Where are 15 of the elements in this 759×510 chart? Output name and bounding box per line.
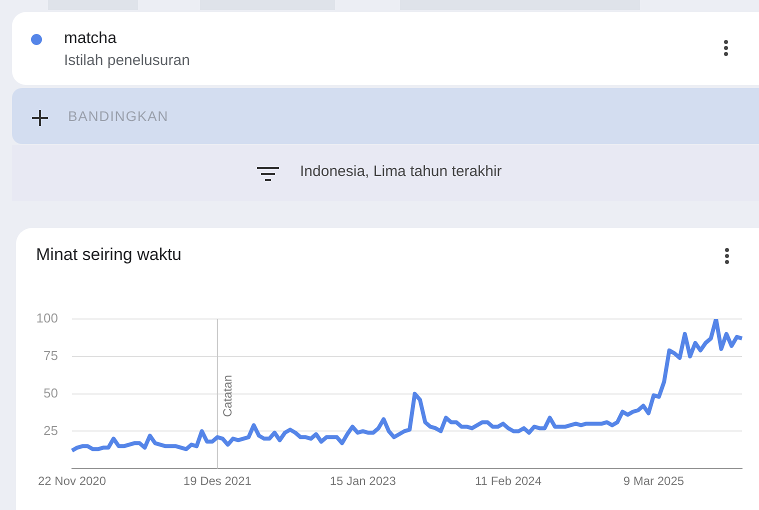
x-tick-label: 9 Mar 2025 [623,474,684,488]
y-tick-label: 25 [44,422,58,438]
y-tick-label: 75 [44,348,58,363]
y-tick-label: 100 [36,310,58,326]
x-tick-label: 11 Feb 2024 [475,474,542,488]
y-tick-label: 50 [44,385,58,400]
x-tick-label: 15 Jan 2023 [330,474,396,488]
legend-label: matcha [64,30,116,48]
x-tick-label: 22 Nov 2020 [38,474,106,488]
chart-title: Minat seiring waktu [36,245,182,265]
x-tick-label: 19 Des 2021 [183,474,252,488]
ref-line-label: Catatan [220,374,234,417]
text: Indonesia, Lima tahun terakhir [300,163,502,180]
text: Istilah penelusuran [64,52,190,69]
text: BANDINGKAN [68,108,169,124]
